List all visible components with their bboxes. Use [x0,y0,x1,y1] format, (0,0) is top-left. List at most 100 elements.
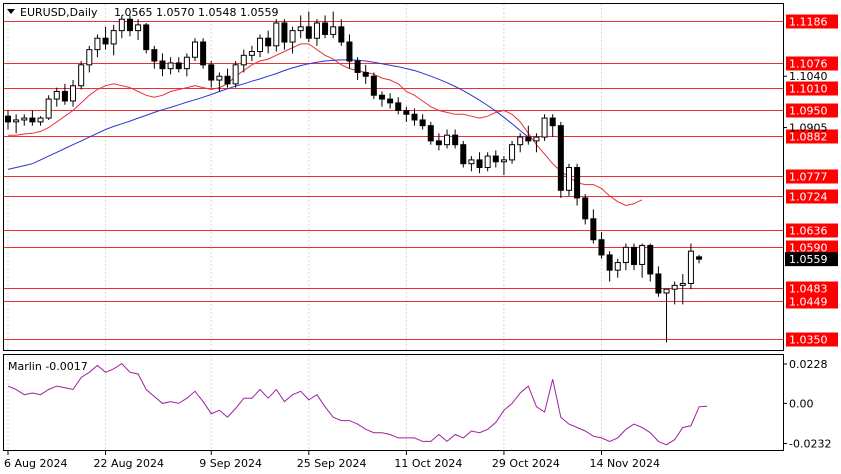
level-label: 1.0483 [789,283,828,296]
candle-bull [687,250,694,284]
candle-bear [606,254,613,271]
y-tick-label: 1.1040 [789,70,828,83]
candle-bull [663,288,670,294]
indicator-y-tick-label: 0.0228 [789,358,828,371]
candle-bear [362,71,369,77]
candle-bull [183,56,190,70]
candle-bull [517,136,524,146]
candle-bear [403,109,410,115]
candle-bull [330,26,337,35]
marlin-line [7,362,708,446]
x-tick-label: 22 Aug 2024 [94,457,164,470]
indicator-y-tick-label: 0.00 [789,397,814,410]
level-label-box [786,14,838,29]
candle-bull [167,62,174,70]
candle-bear [452,134,459,146]
candle-bear [590,218,597,241]
candle-bull [86,49,93,66]
candle-bull [70,85,77,102]
candle-bull [78,64,85,87]
candle-bear [305,26,312,39]
candle-bear [427,125,434,142]
level-label: 1.1186 [789,16,828,29]
level-label: 1.1076 [789,58,828,71]
candle-bear [208,64,215,81]
current-price-box [785,252,838,267]
candle-bull [622,246,629,264]
candle-bear [460,144,467,165]
candle-bear [655,273,662,294]
candle-bear [492,155,499,163]
ma-blue-line [7,59,529,170]
candle-bull [232,64,239,85]
candle-bear [387,98,394,104]
candle-bull [248,51,255,56]
candle-bear [200,41,207,66]
candle-bull [614,262,621,271]
level-label-box [786,189,838,204]
candle-bull [297,26,304,32]
dropdown-triangle-icon[interactable] [7,9,15,14]
level-label: 1.0590 [789,242,828,255]
candle-bear [549,117,556,127]
candle-bear [151,49,158,62]
level-label-box [786,103,838,118]
level-label-box [786,129,838,144]
time-axis: 6 Aug 2024 22 Aug 2024 9 Sep 2024 25 Sep 20… [4,451,660,470]
candle-bull [533,136,540,142]
candle-bear [143,24,150,51]
x-tick-label: 11 Oct 2024 [394,457,462,470]
level-label-box [786,281,838,296]
candle-bull [135,24,142,32]
indicator-y-tick-label: -0.0232 [789,437,831,450]
candle-bear [435,140,442,146]
candle-bull [484,155,491,168]
current-price-label: 1.0559 [789,253,828,266]
candle-bull [468,159,475,165]
candle-bull [565,166,572,191]
candle-bear [61,90,68,102]
ohlc-header: 1.0565 1.0570 1.0548 1.0559 [114,6,278,19]
candle-bull [313,22,320,39]
level-label: 1.0777 [789,171,828,184]
candle-bear [281,22,288,43]
candle-bull [118,18,125,32]
y-tick-label: 1.0905 [789,122,828,135]
candle-bull [216,75,223,81]
level-label: 1.0636 [789,225,828,238]
level-label: 1.1010 [789,83,828,96]
candle-bull [639,244,646,265]
level-label-box [786,169,838,184]
candle-bull [257,37,264,53]
indicator-frame [3,354,784,451]
level-label-box [786,294,838,309]
candle-bull [13,119,20,123]
level-label: 1.0882 [789,131,828,144]
candle-bear [126,18,133,32]
level-label: 1.0950 [789,105,828,118]
candle-bear [476,159,483,168]
candle-bull [509,144,516,161]
candle-bear [574,166,581,199]
x-tick-label: 6 Aug 2024 [4,457,67,470]
candle-bear [395,102,402,111]
candle-bull [541,117,548,138]
candle-bear [557,125,564,191]
candle-bull [500,159,507,163]
x-tick-label: 29 Oct 2024 [492,457,560,470]
candle-bear [102,37,109,45]
candle-bear [598,239,605,256]
candle-bull [37,117,44,123]
level-label: 1.0350 [789,334,828,347]
level-label-box [786,332,838,347]
level-label-box [786,81,838,96]
x-tick-label: 14 Nov 2024 [589,457,659,470]
candle-bear [322,22,329,35]
candle-bear [29,117,36,123]
symbol-header: EURUSD,Daily [20,6,98,19]
marlin-title: Marlin -0.0017 [8,360,88,373]
candle-bull [53,90,60,100]
marlin-indicator: 0.0228 0.00 -0.0232 [7,358,831,450]
candle-bear [647,244,654,275]
